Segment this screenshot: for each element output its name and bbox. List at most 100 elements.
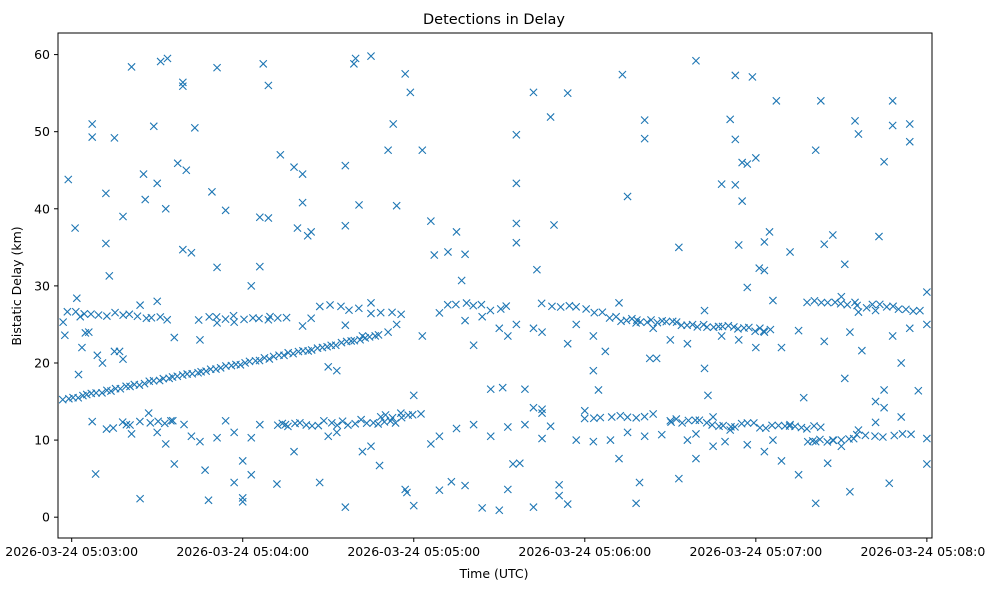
detection-point xyxy=(319,416,328,425)
detection-point xyxy=(894,305,903,314)
detection-point xyxy=(743,419,752,428)
detection-point xyxy=(281,420,290,429)
detection-point xyxy=(247,470,256,479)
detection-point xyxy=(582,304,591,313)
detection-point xyxy=(853,301,862,310)
detection-point xyxy=(693,322,702,331)
detection-point xyxy=(529,324,538,333)
detection-point xyxy=(760,237,769,246)
detection-point xyxy=(273,421,282,430)
detection-point xyxy=(461,481,470,490)
detection-point xyxy=(606,436,615,445)
detection-point xyxy=(136,301,145,310)
detection-point xyxy=(823,437,832,446)
detection-point xyxy=(469,301,478,310)
detection-point xyxy=(717,180,726,189)
detection-point xyxy=(180,420,189,429)
detection-point xyxy=(768,296,777,305)
detection-point xyxy=(409,391,418,400)
detection-point xyxy=(307,227,316,236)
detection-point xyxy=(332,428,341,437)
detection-point xyxy=(854,130,863,138)
detection-point xyxy=(684,416,693,425)
detection-point xyxy=(451,300,460,309)
detection-point xyxy=(565,301,574,310)
detection-point xyxy=(307,345,316,354)
detection-point xyxy=(744,323,753,332)
detection-point xyxy=(828,436,837,445)
detection-point xyxy=(837,292,846,301)
detection-point xyxy=(374,419,383,428)
detection-point xyxy=(914,386,923,395)
detection-point xyxy=(515,459,524,468)
detection-point xyxy=(351,54,360,63)
detection-point xyxy=(349,59,358,68)
detection-point xyxy=(700,364,709,373)
detection-point xyxy=(127,429,136,438)
detection-point xyxy=(140,379,149,388)
detection-point xyxy=(851,116,860,125)
detection-point xyxy=(817,298,826,307)
detection-point xyxy=(133,312,142,321)
y-tick-label: 50 xyxy=(34,124,50,139)
detection-point xyxy=(590,308,599,317)
detection-point xyxy=(546,113,555,122)
detection-point xyxy=(418,332,427,340)
detection-point xyxy=(708,420,717,429)
detection-point xyxy=(760,447,769,456)
detection-point xyxy=(691,56,700,65)
detection-point xyxy=(478,312,487,321)
detection-point xyxy=(743,283,752,292)
detection-point xyxy=(469,341,478,350)
detection-point xyxy=(622,316,631,325)
detection-point xyxy=(486,306,495,315)
detection-point xyxy=(649,324,658,333)
detection-point xyxy=(890,431,899,440)
detection-point xyxy=(649,410,658,418)
detection-point xyxy=(202,367,211,376)
detection-point xyxy=(91,470,100,478)
y-tick-label: 40 xyxy=(34,201,50,216)
detection-point xyxy=(110,133,119,142)
detection-point xyxy=(194,316,203,325)
detection-point xyxy=(211,365,220,374)
detection-point xyxy=(717,332,726,340)
detection-point xyxy=(417,409,425,418)
detection-point xyxy=(141,195,150,204)
detection-markers xyxy=(58,52,931,515)
detection-point xyxy=(922,288,931,297)
detection-point xyxy=(341,503,350,512)
detection-point xyxy=(786,247,795,256)
detection-point xyxy=(820,337,829,346)
detection-point xyxy=(645,354,654,363)
y-axis-label: Bistatic Delay (km) xyxy=(9,226,24,345)
detection-point xyxy=(135,381,144,390)
detection-point xyxy=(496,304,505,313)
detection-point xyxy=(885,479,894,488)
detection-point xyxy=(161,204,170,213)
detection-point xyxy=(227,361,236,370)
detection-point xyxy=(240,315,249,324)
detection-point xyxy=(751,153,760,162)
detection-point xyxy=(738,158,747,167)
detection-point xyxy=(293,224,302,233)
detection-point xyxy=(74,393,83,402)
detection-point xyxy=(230,428,239,437)
detection-point xyxy=(63,307,72,316)
detection-point xyxy=(156,57,165,66)
detection-point xyxy=(868,300,877,309)
detection-point xyxy=(888,96,897,105)
detection-point xyxy=(374,330,383,339)
detection-point xyxy=(88,133,97,142)
detection-point xyxy=(854,426,863,435)
detection-point xyxy=(94,311,103,320)
detection-point xyxy=(498,383,507,392)
detection-point xyxy=(154,417,163,426)
x-tick-label: 2026-03-24 05:07:00 xyxy=(689,544,822,559)
detection-point xyxy=(229,311,238,320)
detection-point xyxy=(397,310,406,319)
detection-point xyxy=(486,432,495,441)
detection-point xyxy=(703,323,711,332)
detection-point xyxy=(683,339,692,348)
